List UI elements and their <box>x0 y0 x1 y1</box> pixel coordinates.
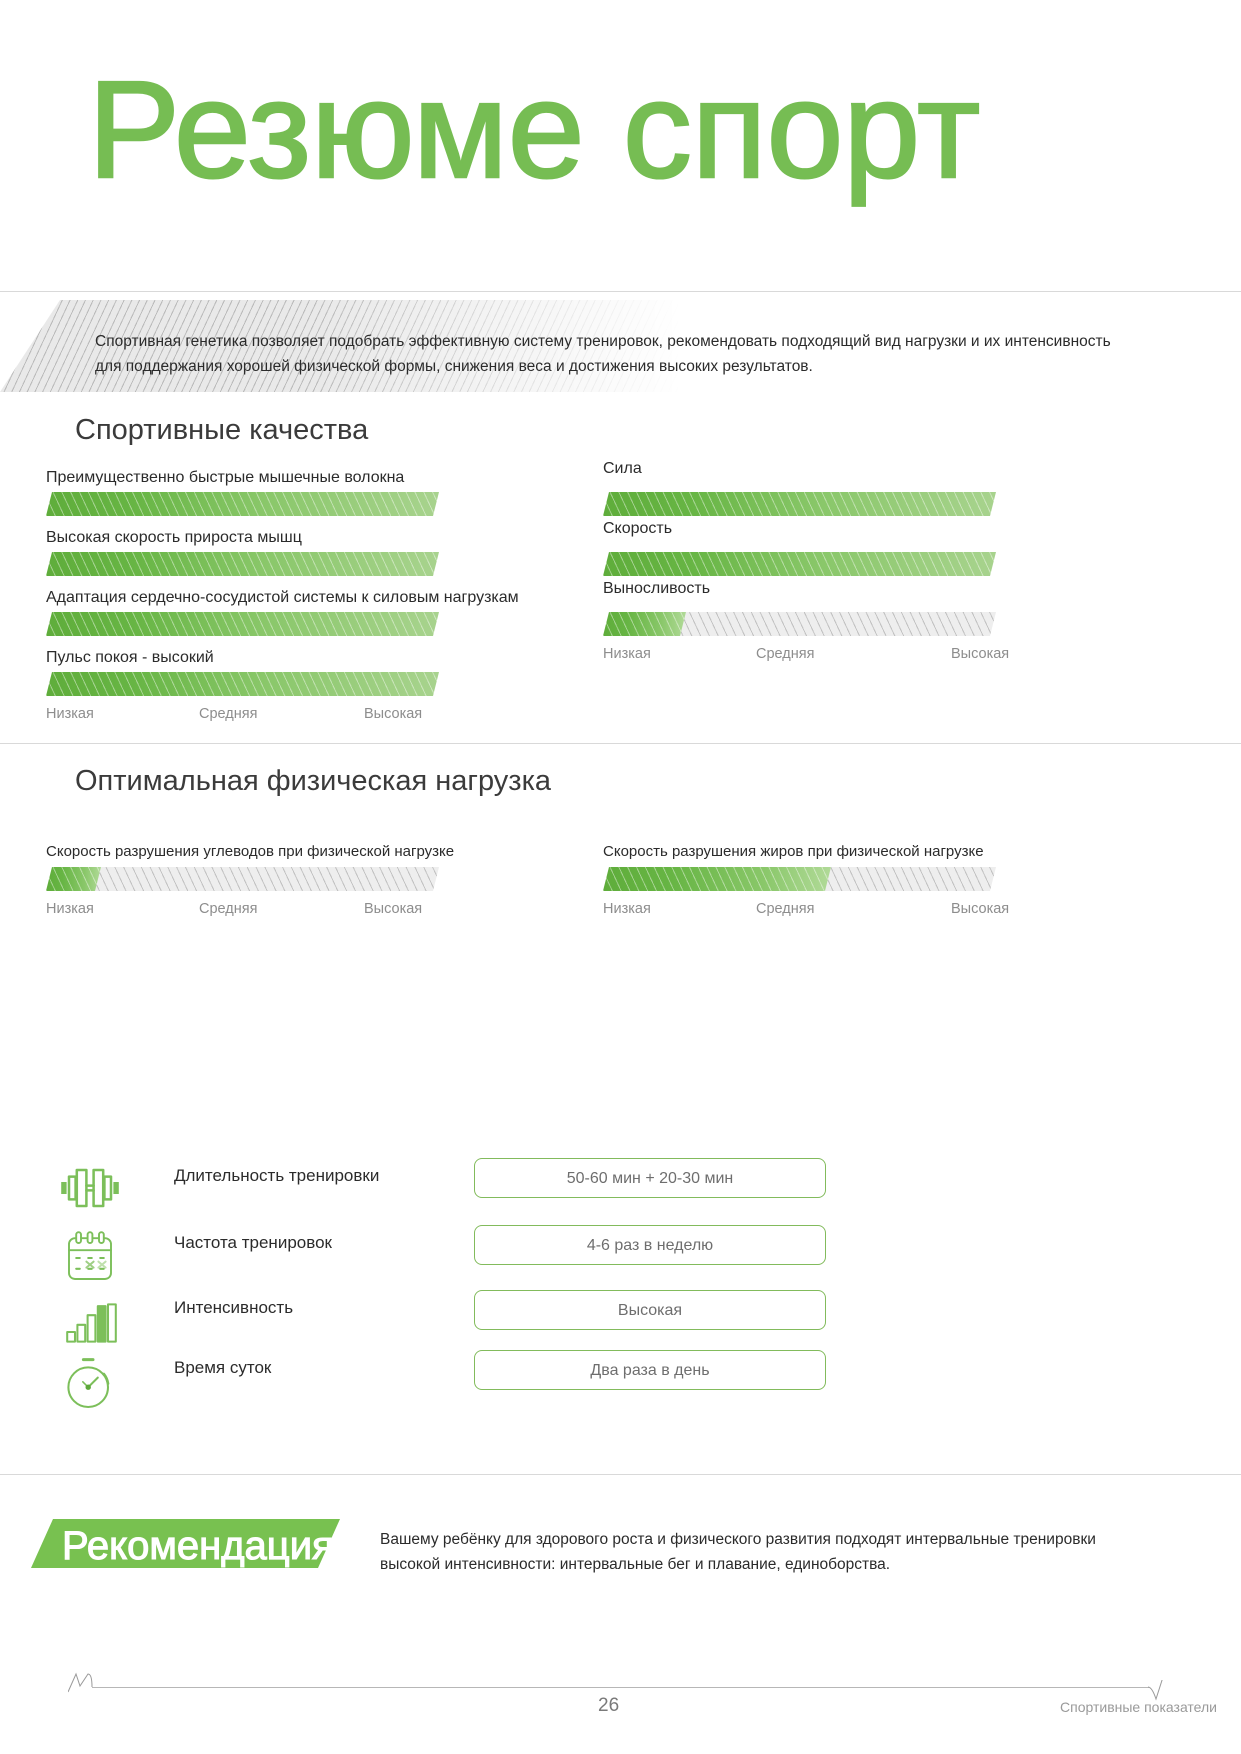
svg-text:Рекомендация: Рекомендация <box>62 1524 334 1568</box>
svg-text:Резюме спорт: Резюме спорт <box>88 53 980 207</box>
